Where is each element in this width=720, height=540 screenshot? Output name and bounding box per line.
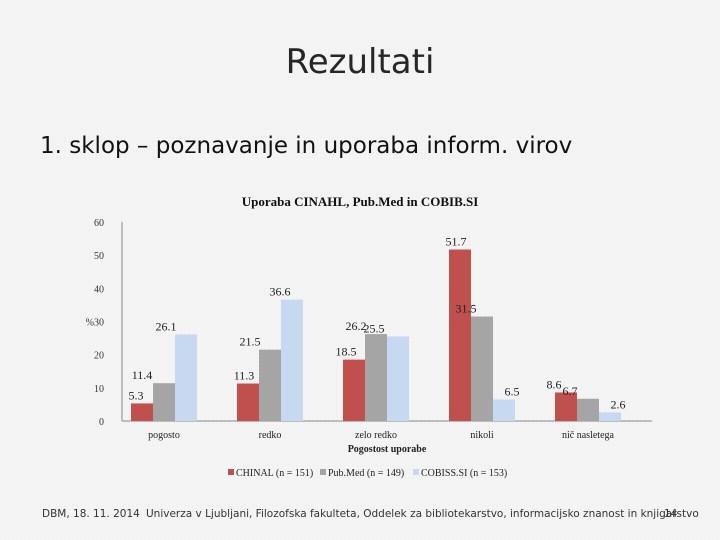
data-label: 11.4 [132,368,153,382]
bar [365,334,387,421]
slide-title: Rezultati [285,42,435,82]
legend-swatch [228,469,234,475]
bar [387,336,409,421]
y-tick-label: 50 [94,251,104,262]
data-label: 6.7 [563,384,578,398]
bar-chart: Uporaba CINAHL, Pub.Med in COBIB.SI 0 10 20… [86,194,652,479]
data-label: 6.5 [505,384,520,398]
bar [493,399,515,421]
bar [577,398,599,421]
legend-label: Pub.Med (n = 149) [328,468,404,479]
bar [343,359,365,421]
x-tick-label: nikoli [470,430,494,441]
x-tick-label: pogosto [148,430,180,441]
bar [175,334,197,421]
x-tick-label: redko [259,430,282,441]
chart-title: Uporaba CINAHL, Pub.Med in COBIB.SI [242,194,479,209]
bar [449,249,471,421]
data-label: 26.2 [346,319,367,333]
page-number: 14 [664,508,678,520]
legend-label: COBISS.SI (n = 153) [421,468,507,479]
data-label: 36.6 [270,285,291,299]
data-label: 21.5 [240,335,261,349]
bar [131,403,153,421]
data-label: 25.5 [364,321,385,335]
y-tick-label: 60 [94,218,104,229]
data-label: 31.5 [456,302,477,316]
bar [599,412,621,421]
bar [153,383,175,421]
bar [237,383,259,421]
y-tick-label: %30 [86,318,104,329]
x-axis-label: Pogostost uporabe [348,444,427,455]
legend-label: CHINAL (n = 151) [236,468,313,479]
data-label: 8.6 [547,377,562,391]
y-tick-label: 40 [94,284,104,295]
data-label: 26.1 [156,319,177,333]
x-tick-label: zelo redko [355,430,397,441]
y-tick-label: 0 [99,417,104,428]
data-label: 5.3 [129,388,144,402]
legend-swatch [320,469,326,475]
y-tick-label: 20 [94,351,104,362]
data-label: 2.6 [611,397,626,411]
footer-institution: Univerza v Ljubljani, Filozofska fakulte… [146,508,699,520]
bar [281,299,303,421]
data-label: 51.7 [446,235,467,249]
y-tick-label: 10 [94,384,104,395]
footer-date: DBM, 18. 11. 2014 [42,508,140,520]
section-heading: 1. sklop – poznavanje in uporaba inform.… [40,133,573,159]
data-label: 11.3 [234,369,255,383]
bar [259,349,281,421]
x-tick-label: nič nasletega [562,430,614,441]
bar [471,316,493,421]
bar [555,392,577,421]
data-label: 18.5 [336,345,357,359]
legend-swatch [413,469,419,475]
